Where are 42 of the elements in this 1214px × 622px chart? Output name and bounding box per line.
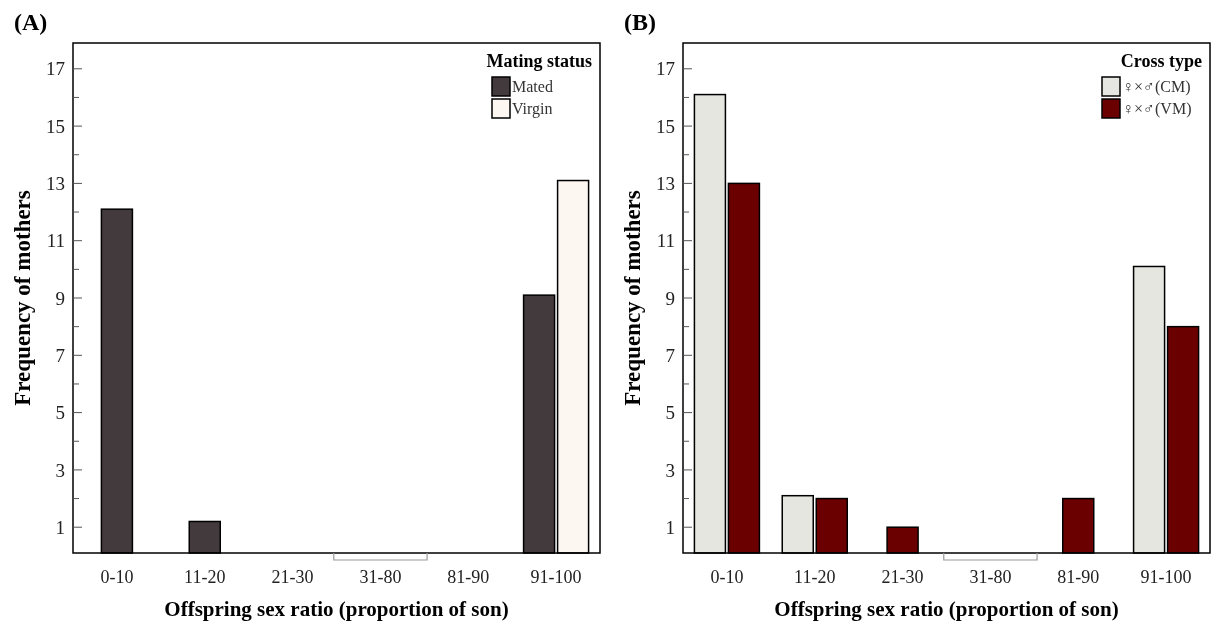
y-tick-label: 3 bbox=[665, 459, 675, 481]
chart-title: (B) bbox=[624, 9, 656, 35]
y-tick-label: 13 bbox=[656, 173, 675, 195]
x-tick-label: 91-100 bbox=[1140, 567, 1192, 587]
y-tick-label: 13 bbox=[46, 173, 65, 195]
y-axis-title: Frequency of mothers bbox=[10, 190, 35, 406]
y-tick-label: 11 bbox=[46, 230, 65, 252]
legend-title: Mating status bbox=[486, 51, 592, 71]
x-tick-label: 21-30 bbox=[881, 567, 924, 587]
y-tick-label: 11 bbox=[656, 230, 675, 252]
y-tick-label: 7 bbox=[665, 344, 675, 366]
x-tick-label: 81-90 bbox=[447, 567, 490, 587]
y-tick-label: 15 bbox=[656, 115, 675, 137]
x-tick-label: 11-20 bbox=[794, 567, 836, 587]
y-tick-label: 17 bbox=[46, 58, 65, 80]
x-tick-label: 31-80 bbox=[359, 567, 402, 587]
x-tick-label: 31-80 bbox=[969, 567, 1012, 587]
y-tick-label: 1 bbox=[665, 516, 675, 538]
legend-title: Cross type bbox=[1120, 51, 1203, 71]
x-axis-title: Offspring sex ratio (proportion of son) bbox=[164, 597, 509, 621]
y-tick-label: 3 bbox=[55, 459, 65, 481]
y-tick-label: 17 bbox=[656, 58, 675, 80]
y-tick-label: 9 bbox=[55, 287, 65, 309]
y-tick-label: 1 bbox=[55, 516, 65, 538]
y-tick-label: 5 bbox=[55, 402, 65, 424]
legend-label: ♀×♂(CM) bbox=[1122, 78, 1191, 96]
y-tick-label: 7 bbox=[55, 344, 65, 366]
y-tick-label: 9 bbox=[665, 287, 675, 309]
x-tick-label: 81-90 bbox=[1057, 567, 1100, 587]
chart-title: (A) bbox=[14, 9, 48, 35]
x-tick-label: 91-100 bbox=[530, 567, 582, 587]
x-axis-title: Offspring sex ratio (proportion of son) bbox=[774, 597, 1119, 621]
y-axis-title: Frequency of mothers bbox=[620, 190, 645, 406]
legend-label: ♀×♂(VM) bbox=[1122, 100, 1192, 118]
x-tick-label: 0-10 bbox=[100, 567, 134, 587]
y-tick-label: 5 bbox=[665, 402, 675, 424]
x-tick-label: 11-20 bbox=[184, 567, 226, 587]
x-tick-label: 0-10 bbox=[710, 567, 744, 587]
x-tick-label: 21-30 bbox=[271, 567, 314, 587]
legend-label: Virgin bbox=[512, 100, 553, 118]
legend-label: Mated bbox=[512, 78, 553, 95]
y-tick-label: 15 bbox=[46, 115, 65, 137]
